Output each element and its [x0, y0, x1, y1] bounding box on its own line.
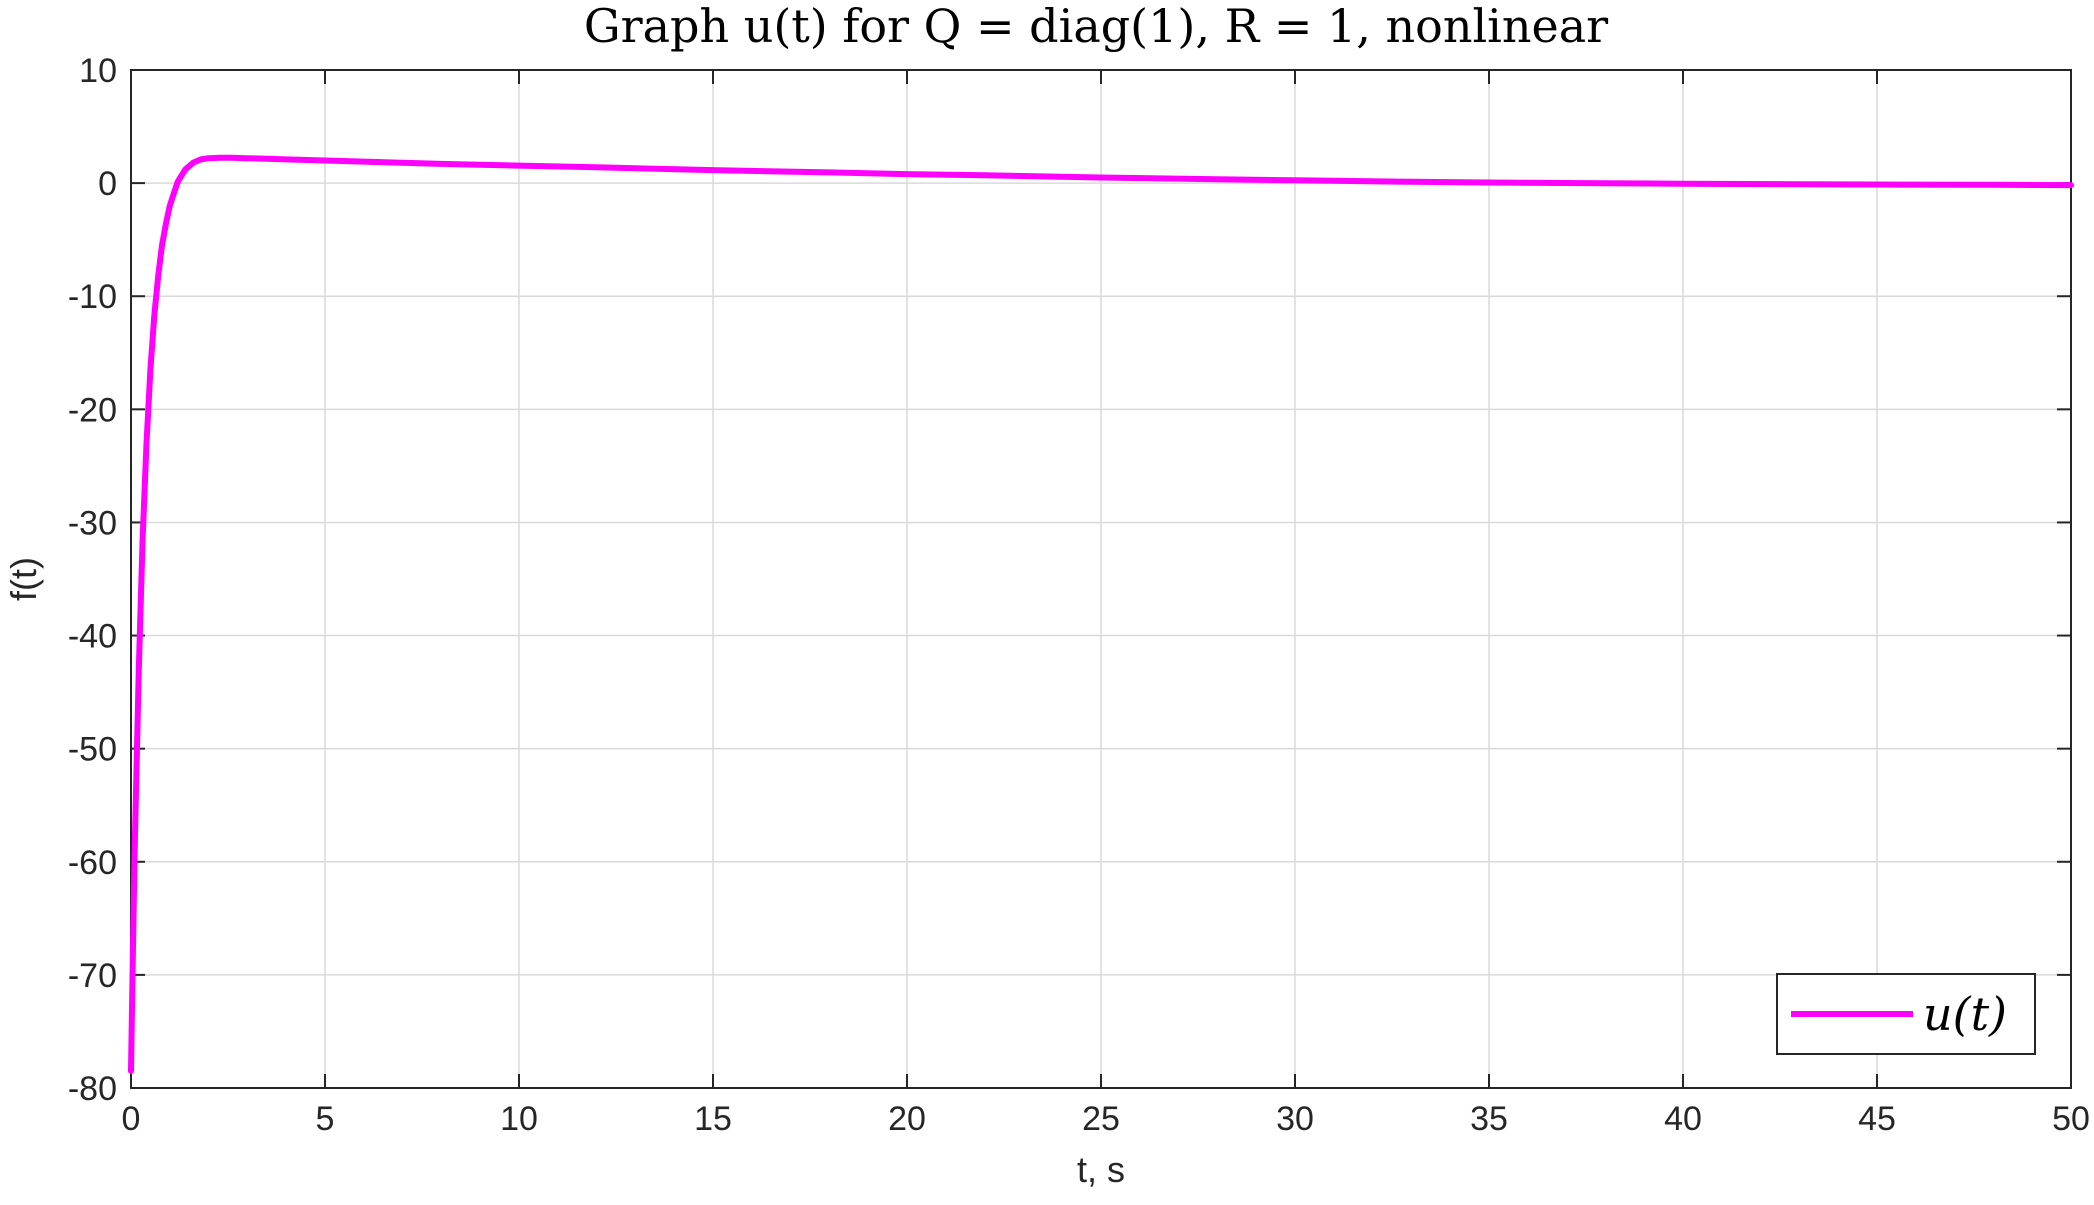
x-tick-label: 35	[1470, 1100, 1508, 1138]
x-tick-label: 40	[1664, 1100, 1702, 1138]
legend-label: u(t)	[1923, 987, 2007, 1041]
legend: u(t)	[1776, 973, 2036, 1055]
y-tick-label: -80	[68, 1070, 117, 1108]
y-tick-label: -70	[68, 957, 117, 995]
y-tick-label: 0	[98, 165, 117, 203]
x-tick-label: 5	[316, 1100, 335, 1138]
x-tick-label: 25	[1082, 1100, 1120, 1138]
x-tick-label: 10	[500, 1100, 538, 1138]
y-tick-label: 10	[79, 52, 117, 90]
y-axis-label: f(t)	[3, 557, 44, 601]
y-tick-label: -10	[68, 278, 117, 316]
y-tick-label: -30	[68, 504, 117, 542]
x-tick-label: 30	[1276, 1100, 1314, 1138]
y-tick-label: -50	[68, 731, 117, 769]
y-tick-label: -40	[68, 618, 117, 656]
series-lines	[128, 154, 2074, 1074]
x-tick-label: 15	[694, 1100, 732, 1138]
x-tick-label: 0	[122, 1100, 141, 1138]
grid	[131, 70, 2071, 1088]
x-axis-label: t, s	[1077, 1149, 1125, 1190]
x-tick-label: 45	[1858, 1100, 1896, 1138]
y-tick-label: -20	[68, 391, 117, 429]
series-line-0	[128, 154, 2074, 1074]
y-tick-label: -60	[68, 844, 117, 882]
x-tick-label: 20	[888, 1100, 926, 1138]
chart-title: Graph u(t) for Q = diag(1), R = 1, nonli…	[584, 0, 1608, 53]
x-tick-label: 50	[2052, 1100, 2090, 1138]
ticks	[130, 69, 2072, 1089]
tick-labels: 0 5 10 15 20 25 30 35 40 45 50 10 0 -10 -20 -30 -40 -50 -6…	[68, 52, 2090, 1138]
